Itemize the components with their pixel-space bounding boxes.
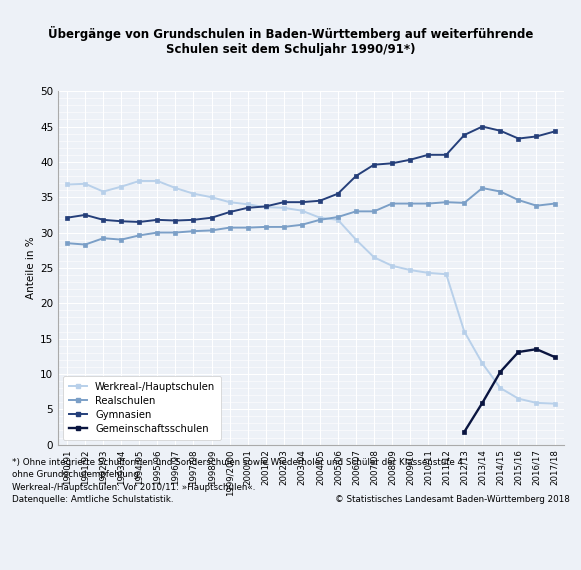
Legend: Werkreal-/Hauptschulen, Realschulen, Gymnasien, Gemeinschaftsschulen: Werkreal-/Hauptschulen, Realschulen, Gym…	[63, 376, 221, 439]
Text: Übergänge von Grundschulen in Baden-Württemberg auf weiterführende
Schulen seit : Übergänge von Grundschulen in Baden-Würt…	[48, 26, 533, 56]
Text: Datenquelle: Amtliche Schulstatistik.: Datenquelle: Amtliche Schulstatistik.	[12, 495, 173, 504]
Text: Werkreal-/Hauptschulen: Vor 2010/11: »Hauptschulen«.: Werkreal-/Hauptschulen: Vor 2010/11: »Ha…	[12, 483, 255, 492]
Text: © Statistisches Landesamt Baden-Württemberg 2018: © Statistisches Landesamt Baden-Württemb…	[335, 495, 569, 504]
Text: *) Ohne integrierte Schulformen und Sonderschulen sowie Wiederholer und Schüler : *) Ohne integrierte Schulformen und Sond…	[12, 458, 462, 467]
Text: ohne Grundschulempfehlung.: ohne Grundschulempfehlung.	[12, 470, 141, 479]
Y-axis label: Anteile in %: Anteile in %	[26, 237, 36, 299]
